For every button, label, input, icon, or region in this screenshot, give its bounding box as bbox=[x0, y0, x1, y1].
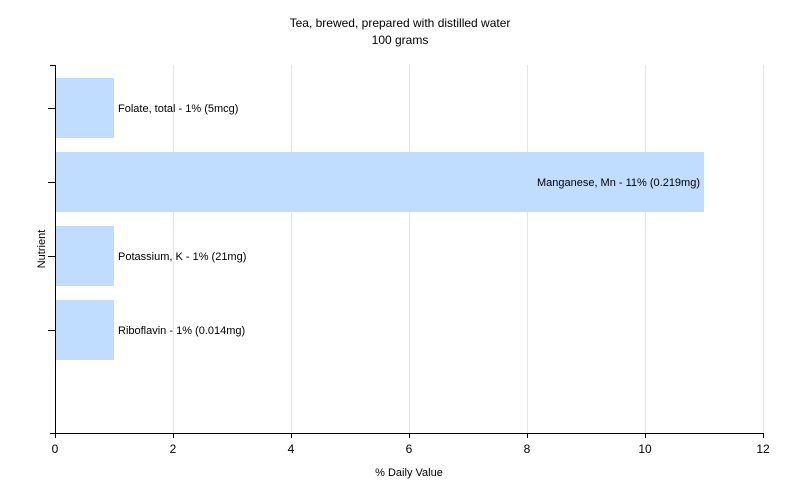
bar bbox=[56, 300, 114, 360]
bars bbox=[56, 78, 704, 360]
x-tick-label: 2 bbox=[170, 442, 177, 456]
x-tick-label: 0 bbox=[52, 442, 59, 456]
bar-data-label: Riboflavin - 1% (0.014mg) bbox=[118, 325, 245, 337]
x-axis-label: % Daily Value bbox=[375, 467, 443, 479]
x-tick-label: 8 bbox=[524, 442, 531, 456]
bar bbox=[56, 152, 704, 212]
gridlines bbox=[173, 65, 764, 433]
bar-data-label: Manganese, Mn - 11% (0.219mg) bbox=[537, 177, 700, 189]
axes: 0 2 4 6 8 10 12 bbox=[48, 65, 770, 456]
chart-title: Tea, brewed, prepared with distilled wat… bbox=[290, 16, 511, 30]
bar bbox=[56, 226, 114, 286]
bar bbox=[56, 78, 114, 138]
y-axis-label: Nutrient bbox=[36, 230, 48, 269]
x-tick-label: 6 bbox=[406, 442, 413, 456]
x-tick-label: 12 bbox=[756, 442, 770, 456]
x-tick-label: 10 bbox=[638, 442, 652, 456]
bar-labels: Folate, total - 1% (5mcg) Manganese, Mn -… bbox=[118, 103, 700, 337]
x-tick-label: 4 bbox=[288, 442, 295, 456]
bar-data-label: Potassium, K - 1% (21mg) bbox=[118, 251, 246, 263]
chart-subtitle: 100 grams bbox=[372, 33, 429, 47]
bar-data-label: Folate, total - 1% (5mcg) bbox=[118, 103, 238, 115]
